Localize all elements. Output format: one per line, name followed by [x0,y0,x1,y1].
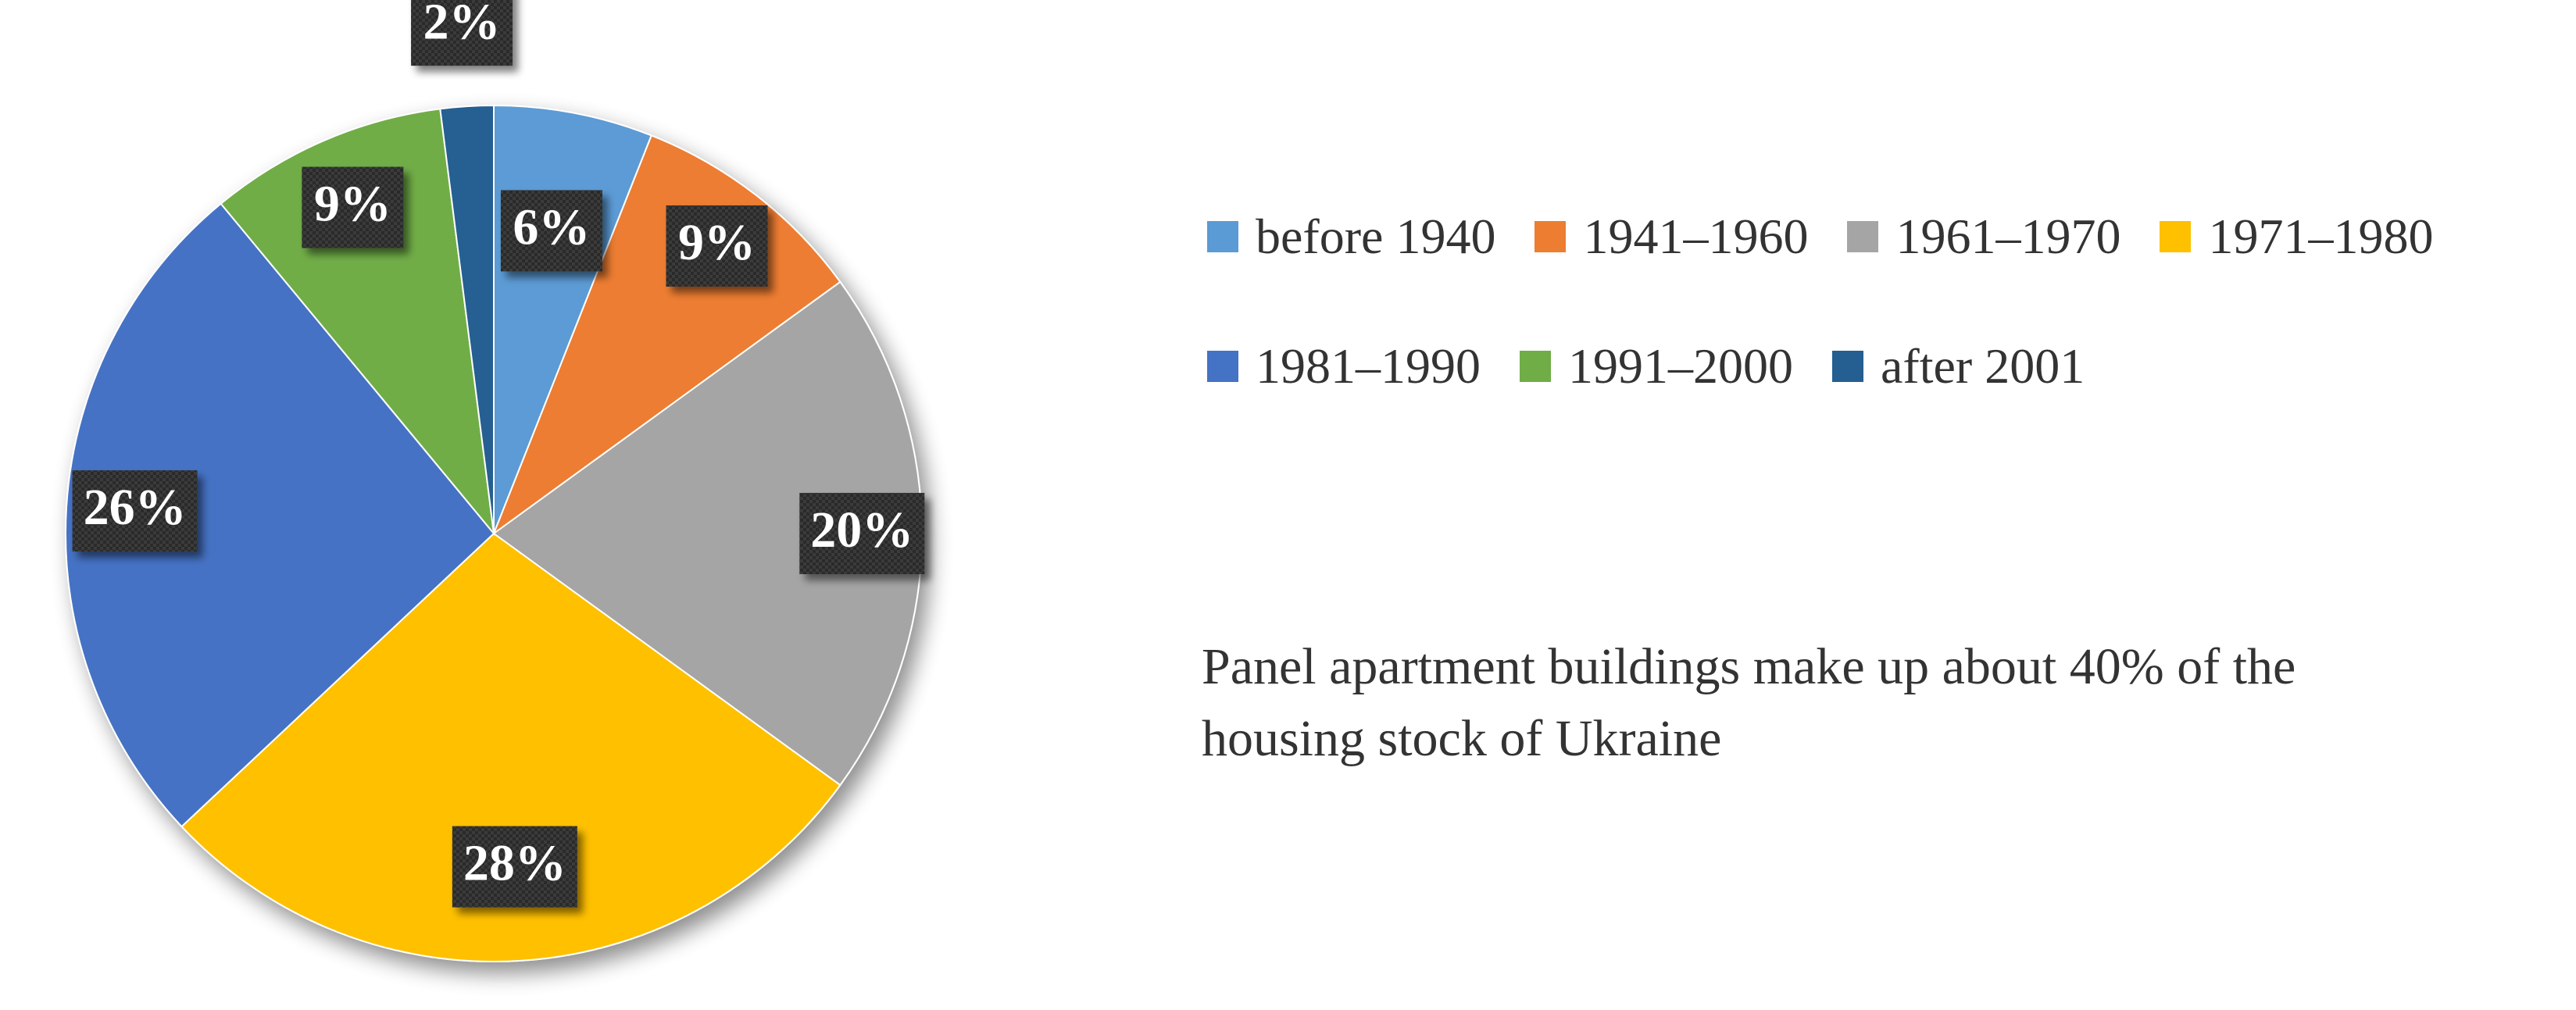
legend-label: 1941–1960 [1583,209,1809,264]
pie-slice [65,202,495,828]
data-label: 9% [302,166,404,248]
legend: before 1940 1941–1960 1961–1970 1971–198… [1207,194,2551,453]
data-label-box [411,0,513,66]
legend-swatch [1832,351,1863,382]
data-label-text: 2% [423,0,501,50]
legend-swatch [1535,221,1567,252]
data-label-text: 6% [513,199,590,256]
legend-item: 1941–1960 [1535,208,1808,266]
data-label: 6% [500,190,602,272]
data-label-box [452,826,577,908]
data-label-box [500,190,602,272]
pie-slice [180,532,841,962]
legend-item: 1971–1980 [2160,208,2433,266]
data-label-box [302,166,404,248]
legend-item: 1961–1970 [1847,208,2120,266]
legend-item: after 2001 [1832,337,2085,395]
legend-row-1: before 1940 1941–1960 1961–1970 1971–198… [1207,194,2551,280]
data-label-text: 9% [678,214,756,271]
data-label: 2% [411,0,513,66]
legend-swatch [1847,221,1879,252]
legend-swatch [2160,221,2192,252]
pie-slice [439,104,495,534]
pie-slice [220,108,495,537]
data-label-text: 28% [463,835,566,892]
data-label-text: 26% [84,479,187,536]
data-label: 28% [452,826,577,908]
data-label-box [72,470,198,552]
data-label-box [666,205,768,287]
legend-label: 1971–1980 [2208,209,2434,264]
pie-chart: 6% 9% 20% 28% 26% 9% 2% [65,0,925,962]
data-label: 20% [799,493,925,574]
chart-note: Panel apartment buildings make up about … [1202,631,2546,775]
data-label-text: 20% [810,501,913,559]
legend-label: after 2001 [1881,338,2085,394]
legend-swatch [1207,221,1238,252]
note-line: housing stock of Ukraine [1202,710,1722,767]
legend-item: before 1940 [1207,208,1495,266]
legend-item: 1981–1990 [1207,337,1481,395]
legend-item: 1991–2000 [1520,337,1793,395]
data-label-box [799,493,925,574]
legend-row-2: 1981–1990 1991–2000 after 2001 [1207,323,2551,409]
data-label: 26% [72,470,198,552]
note-line: Panel apartment buildings make up about … [1202,638,2296,695]
legend-label: 1991–2000 [1568,338,1793,394]
data-label: 9% [666,205,768,287]
legend-swatch [1207,351,1238,382]
legend-label: before 1940 [1256,209,1496,264]
data-label-text: 9% [314,176,391,233]
legend-label: 1981–1990 [1256,338,1481,394]
legend-swatch [1520,351,1551,382]
legend-label: 1961–1970 [1895,209,2121,264]
